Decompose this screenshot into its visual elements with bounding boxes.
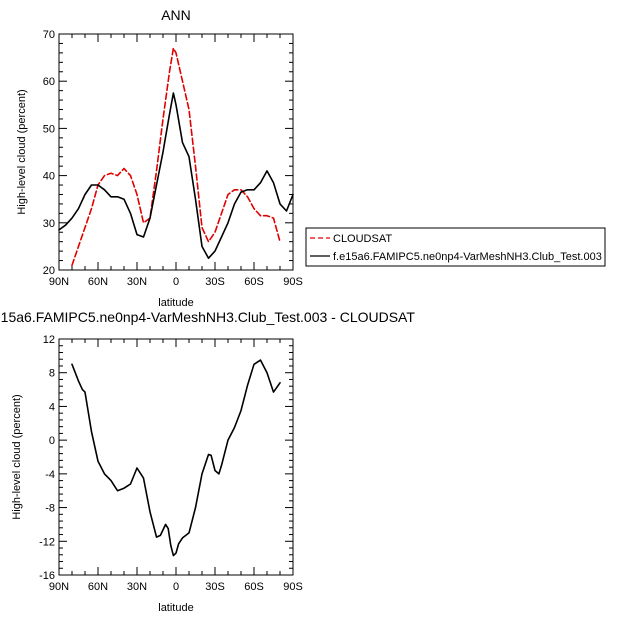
x-tick-label: 90S bbox=[283, 581, 303, 593]
legend: CLOUDSAT f.e15a6.FAMIPC5.ne0np4-VarMeshN… bbox=[305, 227, 606, 267]
y-tick-label: -12 bbox=[39, 536, 55, 548]
x-tick-label: 60N bbox=[88, 581, 108, 593]
x-tick-label: 60N bbox=[88, 276, 108, 288]
top-chart-title: ANN bbox=[161, 7, 191, 23]
x-tick-label: 90S bbox=[283, 276, 303, 288]
x-tick-label: 0 bbox=[173, 581, 179, 593]
top-axes: 90N 60N 30N 0 30S 60S 90S 20 30 40 50 60 70 bbox=[43, 29, 303, 288]
top-series-layer bbox=[58, 47, 294, 267]
top-series-line-0 bbox=[71, 47, 281, 267]
bottom-x-axis-label: latitude bbox=[158, 602, 193, 614]
x-tick-label: 30N bbox=[127, 276, 147, 288]
legend-box bbox=[305, 227, 606, 267]
y-tick-label: 0 bbox=[49, 435, 55, 447]
bottom-y-axis-label: High-level cloud (percent) bbox=[11, 394, 23, 519]
x-tick-label: 90N bbox=[49, 276, 69, 288]
legend-entry-cloudsat: CLOUDSAT bbox=[310, 233, 392, 245]
legend-label-model: f.e15a6.FAMIPC5.ne0np4-VarMeshNH3.Club_T… bbox=[333, 251, 602, 263]
x-tick-label: 30S bbox=[205, 276, 225, 288]
bottom-series-line-0 bbox=[71, 359, 281, 557]
top-chart-plot: 90N 60N 30N 0 30S 60S 90S 20 30 40 50 60 70 bbox=[43, 29, 303, 288]
y-tick-label: 50 bbox=[43, 123, 55, 135]
bottom-plot-frame bbox=[58, 338, 294, 576]
top-y-axis-label: High-level cloud (percent) bbox=[16, 89, 28, 214]
legend-entry-model: f.e15a6.FAMIPC5.ne0np4-VarMeshNH3.Club_T… bbox=[310, 251, 602, 263]
bottom-chart: f.e15a6.FAMIPC5.ne0np4-VarMeshNH3.Club_T… bbox=[0, 309, 415, 614]
x-tick-label: 30S bbox=[205, 581, 225, 593]
x-tick-label: 0 bbox=[173, 276, 179, 288]
top-plot-frame bbox=[58, 33, 294, 271]
top-series-line-1 bbox=[58, 92, 294, 260]
x-tick-label: 90N bbox=[49, 581, 69, 593]
bottom-chart-plot: 90N 60N 30N 0 30S 60S 90S -16 -12 -8 -4 0 4 8 12 bbox=[39, 334, 303, 593]
x-tick-label: 60S bbox=[244, 276, 264, 288]
y-tick-label: -4 bbox=[45, 469, 55, 481]
y-tick-label: 70 bbox=[43, 29, 55, 41]
y-tick-label: -16 bbox=[39, 570, 55, 582]
y-tick-label: 30 bbox=[43, 218, 55, 230]
y-tick-label: 8 bbox=[49, 368, 55, 380]
bottom-axes: 90N 60N 30N 0 30S 60S 90S -16 -12 -8 -4 0 4 8 12 bbox=[39, 334, 303, 593]
top-x-axis-label: latitude bbox=[158, 297, 193, 309]
y-tick-label: 20 bbox=[43, 265, 55, 277]
x-tick-label: 60S bbox=[244, 581, 264, 593]
y-tick-label: -8 bbox=[45, 503, 55, 515]
x-tick-label: 30N bbox=[127, 581, 147, 593]
top-chart: ANN 90N 60N 30N 0 30S 60S 90S 20 30 40 50 60 70 lati… bbox=[16, 7, 303, 309]
y-tick-label: 40 bbox=[43, 171, 55, 183]
y-tick-label: 4 bbox=[49, 401, 55, 413]
y-tick-label: 60 bbox=[43, 76, 55, 88]
bottom-series-layer bbox=[71, 359, 281, 557]
legend-label-cloudsat: CLOUDSAT bbox=[333, 233, 392, 245]
y-tick-label: 12 bbox=[43, 334, 55, 346]
bottom-chart-title: f.e15a6.FAMIPC5.ne0np4-VarMeshNH3.Club_T… bbox=[0, 309, 415, 325]
